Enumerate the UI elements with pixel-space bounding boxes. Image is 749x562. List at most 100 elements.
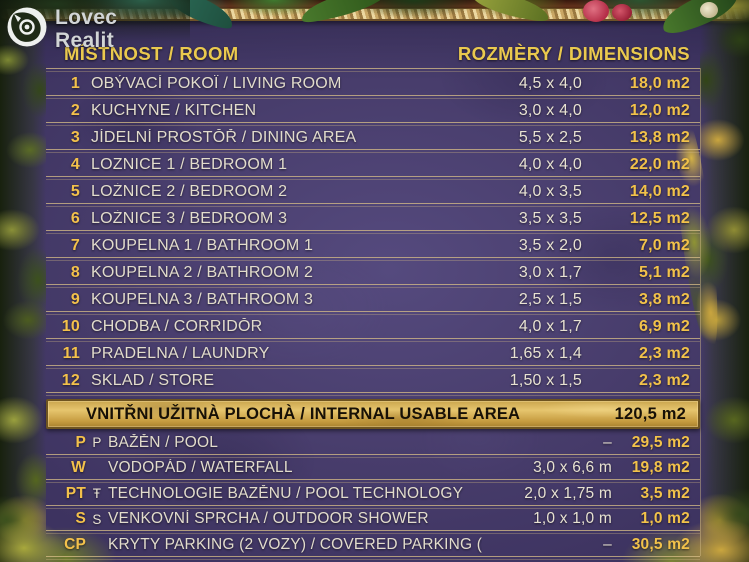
room-area: 3,8 m2 [638,290,690,308]
right-column-rule [700,68,701,556]
room-dimensions: 3,0 x 1,7 [518,263,582,281]
row-divider [46,555,700,560]
row-divider [46,365,700,369]
room-name: CHODBA / CORRIDŎR [91,317,263,335]
feature-dimensions: 3,0 x 6,6 m [533,459,612,477]
table-row: 9 KOUPELNA 3 / BATHROOM 3 2,5 x 1,5 3,8 … [46,288,700,311]
room-name: PRADELNA / LAUNDRY [91,344,270,362]
room-dimensions: 1,50 x 1,5 [509,371,582,389]
feature-area: 29,5 m2 [631,433,690,451]
feature-row: P P BAŽĚN / POOL – 29,5 m2 [46,432,700,454]
room-dimensions: 1,65 x 1,4 [509,344,582,362]
logo-line1: Lovec [55,6,118,29]
room-dimensions: 2,5 x 1,5 [518,290,582,308]
feature-row: S S VENKOVNÍ SPRCHA / OUTDOOR SHOWER 1,0… [46,509,700,531]
jungle-border-left [0,0,46,562]
row-divider [46,176,700,180]
room-number: 1 [70,74,80,92]
table-row: 3 JÍDELNÍ PROSTŎŘ / DINING AREA 5,5 x 2,… [46,126,700,149]
row-divider [46,338,700,342]
room-dimensions: 4,5 x 4,0 [518,74,582,92]
header-room: MÍSTNOST / ROOM [64,43,239,64]
feature-dimensions: – [603,535,612,553]
room-name: SKLAD / STORE [91,371,215,389]
room-dimensions: 4,0 x 4,0 [518,155,582,173]
room-number: 3 [70,128,80,146]
room-number: 8 [70,263,80,281]
feature-dimensions: 2,0 x 1,75 m [524,484,612,502]
feature-row: CP KRYTY PARKING (2 VOZY) / COVERED PARK… [46,534,700,556]
room-number: 7 [70,236,80,254]
room-area: 2,3 m2 [638,371,690,389]
table-row: 2 KUCHYNE / KITCHEN 3,0 x 4,0 12,0 m2 [46,99,700,122]
room-name: JÍDELNÍ PROSTŎŘ / DINING AREA [91,128,357,146]
feature-row: PT Ŧ TECHNOLOGIE BAZĚNU / POOL TECHNOLOG… [46,483,700,505]
row-divider [46,230,700,234]
table-row: 1 OBÝVACÍ POKOÏ / LIVING ROOM 4,5 x 4,0 … [46,72,700,95]
room-number: 2 [70,101,80,119]
header-divider [46,68,700,72]
logo-line2: Realit [55,29,114,52]
room-name: LOZNICE 1 / BEDROOM 1 [91,155,288,173]
feature-row: W VODOPÁD / WATERFALL 3,0 x 6,6 m 19,8 m… [46,458,700,480]
feature-area: 30,5 m2 [631,535,690,553]
row-divider [46,530,700,534]
room-name: LOŻNICE 3 / BEDROOM 3 [91,209,288,227]
feature-area: 19,8 m2 [631,459,690,477]
room-area: 2,3 m2 [638,344,690,362]
feature-code: S [75,510,86,528]
room-dimensions: 4,0 x 1,7 [518,317,582,335]
row-divider [46,392,700,396]
table-row: 8 KOUPELNA 2 / BATHROOM 2 3,0 x 1,7 5,1 … [46,261,700,284]
room-number: 5 [70,182,80,200]
room-area: 6,9 m2 [638,317,690,335]
feature-name: BAŽĚN / POOL [108,433,219,451]
room-area: 7,0 m2 [638,236,690,254]
room-dimensions: 3,5 x 2,0 [518,236,582,254]
jungle-border-right [700,0,749,562]
feature-code: P [75,433,86,451]
room-area: 5,1 m2 [638,263,690,281]
room-number: 12 [61,371,80,389]
header-dimensions: ROZMÈRY / DIMENSIONS [457,43,690,64]
row-divider [46,257,700,261]
room-number: 10 [61,317,80,335]
room-name: KOUPELNA 3 / BATHROOM 3 [91,290,314,308]
feature-code: PT [65,484,86,502]
room-area: 12,0 m2 [629,101,690,119]
room-area: 14,0 m2 [629,182,690,200]
internal-usable-area-bar: VNITŘNI UŽITNÀ PLOCHÀ / INTERNAL USABLE … [46,399,700,429]
room-area: 18,0 m2 [629,74,690,92]
room-dimensions: 3,0 x 4,0 [518,101,582,119]
table-row: 12 SKLAD / STORE 1,50 x 1,5 2,3 m2 [46,369,700,392]
lovec-realit-logo: Lovec Realit [6,6,117,52]
feature-dimensions: 1,0 x 1,0 m [533,510,612,528]
feature-code: CP [64,535,86,553]
dimensions-table: MÍSTNOST / ROOM ROZMÈRY / DIMENSIONS 1 O… [46,40,700,560]
feature-plan-mark: Ŧ [92,486,102,502]
row-divider [46,122,700,126]
row-divider [46,203,700,207]
feature-name: VENKOVNÍ SPRCHA / OUTDOOR SHOWER [108,510,429,528]
row-divider [46,284,700,288]
room-name: LOŻNICE 2 / BEDROOM 2 [91,182,288,200]
room-area: 13,8 m2 [629,128,690,146]
table-row: 4 LOZNICE 1 / BEDROOM 1 4,0 x 4,0 22,0 m… [46,153,700,176]
feature-plan-mark: S [92,511,102,527]
table-header: MÍSTNOST / ROOM ROZMÈRY / DIMENSIONS [46,40,700,68]
summary-area: 120,5 m2 [614,404,686,423]
table-row: 7 KOUPELNA 1 / BATHROOM 1 3,5 x 2,0 7,0 … [46,234,700,257]
logo-text: Lovec Realit [55,6,117,52]
row-divider [46,149,700,153]
feature-area: 3,5 m2 [640,484,690,502]
feature-dimensions: – [603,433,612,451]
room-name: KOUPELNA 1 / BATHROOM 1 [91,236,314,254]
outdoor-feature-rows: P P BAŽĚN / POOL – 29,5 m2 W VODOPÁD / W… [46,432,700,560]
room-number: 11 [62,344,80,362]
row-divider [46,479,700,483]
row-divider [46,95,700,99]
feature-name: TECHNOLOGIE BAZĚNU / POOL TECHNOLOGY [108,484,464,502]
room-dimensions: 4,0 x 3,5 [518,182,582,200]
room-dimensions: 3,5 x 3,5 [518,209,582,227]
